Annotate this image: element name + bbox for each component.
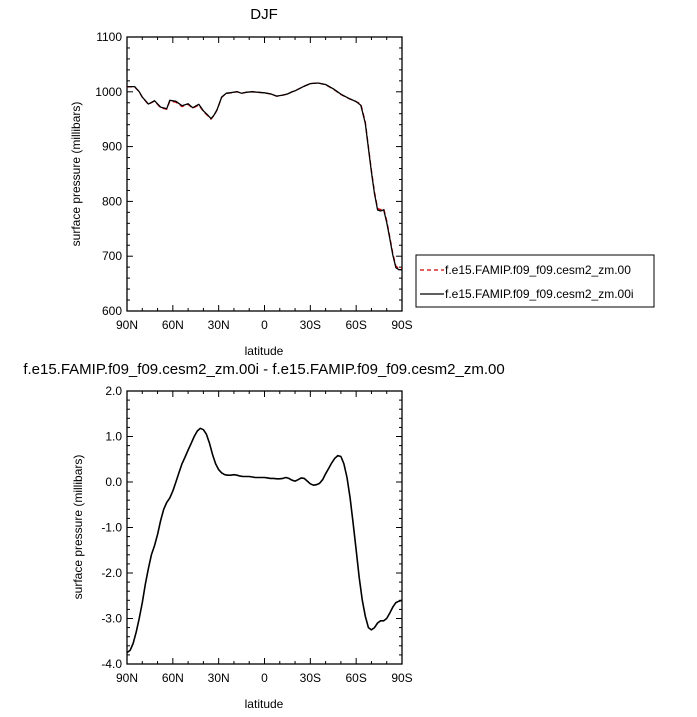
top-y-tick-labels: 600 700 800 900 1000 1100 [95, 30, 122, 318]
bottom-y-tick-label: -3.0 [101, 612, 122, 626]
bottom-x-tick-label: 90S [391, 671, 412, 685]
bottom-x-tick-labels: 90N 60N 30N 0 30S 60S 90S [116, 671, 413, 685]
top-series-line-2 [127, 82, 402, 271]
bottom-series-line-1 [126, 427, 403, 654]
top-y-tick-label: 600 [102, 304, 122, 318]
bottom-y-tick-label: -2.0 [101, 566, 122, 580]
legend-label-series-1: f.e15.FAMIP.f09_f09.cesm2_zm.00 [445, 263, 631, 277]
bottom-plot-frame [126, 390, 403, 665]
top-series-lines [127, 82, 402, 271]
bottom-x-tick-label: 60S [345, 671, 366, 685]
top-x-tick-labels: 90N 60N 30N 0 30S 60S 90S [116, 318, 413, 332]
legend: f.e15.FAMIP.f09_f09.cesm2_zm.00 f.e15.FA… [415, 254, 655, 308]
top-y-tick-label: 800 [102, 194, 122, 208]
bottom-x-tick-label: 30S [300, 671, 321, 685]
top-x-tick-label: 0 [261, 318, 268, 332]
legend-box [415, 254, 655, 308]
bottom-x-axis-label: latitude [245, 697, 284, 711]
top-series-line-1 [127, 82, 402, 269]
top-x-tick-label: 90S [391, 318, 412, 332]
top-x-tick-label: 60S [345, 318, 366, 332]
bottom-x-tick-label: 30N [208, 671, 230, 685]
bottom-y-tick-label: 2.0 [105, 384, 122, 398]
bottom-x-tick-label: 0 [261, 671, 268, 685]
bottom-panel: f.e15.FAMIP.f09_f09.cesm2_zm.00i - f.e15… [23, 361, 504, 711]
bottom-tick-marks [126, 390, 403, 665]
legend-label-series-2: f.e15.FAMIP.f09_f09.cesm2_zm.00i [445, 287, 634, 301]
top-plot-frame [126, 36, 403, 312]
top-plot-area [126, 36, 403, 312]
bottom-y-tick-label: 1.0 [105, 430, 122, 444]
top-y-tick-label: 1000 [95, 85, 122, 99]
top-x-tick-label: 60N [162, 318, 184, 332]
bottom-y-tick-label: 0.0 [105, 475, 122, 489]
top-chart-title: DJF [250, 6, 278, 23]
top-y-tick-label: 900 [102, 140, 122, 154]
top-tick-marks [126, 36, 403, 312]
bottom-chart-title: f.e15.FAMIP.f09_f09.cesm2_zm.00i - f.e15… [23, 361, 504, 378]
top-x-tick-label: 90N [116, 318, 138, 332]
bottom-y-tick-labels: -4.0 -3.0 -2.0 -1.0 0.0 1.0 2.0 [101, 384, 122, 671]
bottom-y-tick-label: -4.0 [101, 657, 122, 671]
bottom-x-tick-label: 90N [116, 671, 138, 685]
bottom-plot-area [126, 390, 403, 665]
bottom-y-axis-label: surface pressure (millibars) [71, 455, 85, 600]
bottom-series-lines [126, 427, 403, 654]
top-y-axis-label: surface pressure (millibars) [69, 102, 83, 247]
top-x-axis-label: latitude [245, 344, 284, 358]
top-panel: DJF 600 700 800 900 1000 1100 90N 60N 30N 0 30S 60… [69, 6, 413, 358]
top-y-tick-label: 1100 [96, 30, 122, 44]
top-x-tick-label: 30S [300, 318, 321, 332]
bottom-y-tick-label: -1.0 [101, 521, 122, 535]
bottom-x-tick-label: 60N [162, 671, 184, 685]
top-y-tick-label: 700 [102, 249, 122, 263]
top-x-tick-label: 30N [208, 318, 230, 332]
